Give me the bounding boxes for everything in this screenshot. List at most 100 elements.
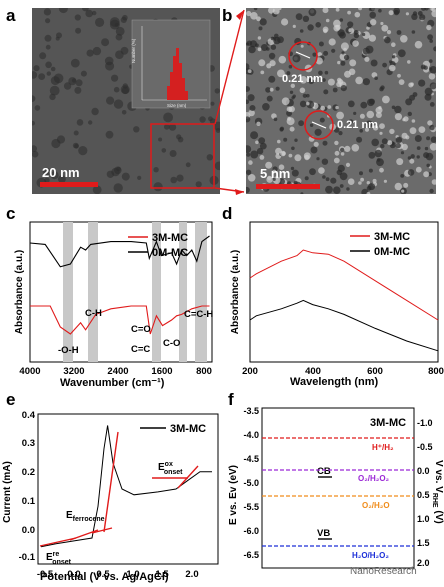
f-left-label: E vs. Ev (eV) xyxy=(228,465,239,525)
legend-d-0m: 0M-MC xyxy=(374,246,410,258)
lattice-speckle xyxy=(279,127,284,132)
lattice-speckle xyxy=(277,139,281,144)
lattice-speckle xyxy=(381,138,388,145)
nanoparticle xyxy=(163,112,174,123)
lattice-speckle xyxy=(391,105,396,110)
lattice-speckle xyxy=(429,59,433,63)
lattice-speckle xyxy=(287,116,291,121)
lattice-speckle xyxy=(393,8,401,15)
tem-low-mag-texture: Number (%) Size (nm) 20 nm xyxy=(32,8,220,194)
nanoparticle xyxy=(109,17,120,27)
lattice-speckle xyxy=(429,102,435,107)
lattice-speckle xyxy=(256,16,261,22)
nanoparticle xyxy=(115,26,125,36)
annot-co-double: C=O xyxy=(131,324,151,335)
nanoparticle xyxy=(82,8,89,12)
nanoparticle xyxy=(115,50,124,59)
lattice-speckle xyxy=(347,100,355,108)
lattice-speckle xyxy=(335,8,340,12)
lattice-speckle xyxy=(250,150,259,159)
lattice-speckle xyxy=(369,98,375,105)
lattice-speckle xyxy=(429,67,433,71)
lattice-speckle xyxy=(314,128,322,136)
d-xtick-800: 800 xyxy=(428,366,444,377)
lattice-speckle xyxy=(312,77,316,81)
lattice-speckle xyxy=(309,168,316,176)
lattice-speckle xyxy=(369,8,376,12)
nanoparticle xyxy=(58,8,68,14)
lattice-speckle xyxy=(389,64,396,72)
lattice-speckle xyxy=(246,145,252,153)
scale-label-b: 5 nm xyxy=(260,166,290,181)
e-ytick-01: 0.1 xyxy=(22,496,36,507)
lattice-speckle xyxy=(339,184,344,188)
nanoparticle xyxy=(214,161,220,171)
watermark: NanoResearch xyxy=(350,566,417,577)
level-h2oh2o2-label: H₂O/H₂O₂ xyxy=(352,551,389,560)
lattice-speckle xyxy=(258,137,266,145)
lattice-speckle xyxy=(405,135,410,140)
scale-label-a: 20 nm xyxy=(42,165,80,180)
c-xtick-3200: 3200 xyxy=(63,366,84,377)
lattice-speckle xyxy=(347,10,351,15)
lattice-speckle xyxy=(302,15,310,22)
lattice-speckle xyxy=(312,52,317,57)
c-xtick-1600: 1600 xyxy=(151,366,172,377)
lattice-speckle xyxy=(366,181,370,185)
zoom-box xyxy=(150,123,215,189)
onset-tangents xyxy=(39,431,199,547)
nanoparticle xyxy=(208,116,213,122)
nanoparticle xyxy=(92,10,97,16)
zoom-connectors xyxy=(214,9,245,195)
d-xtick-200: 200 xyxy=(242,366,258,377)
lattice-speckle xyxy=(262,103,270,111)
lattice-speckle xyxy=(365,120,373,128)
lattice-speckle xyxy=(427,120,433,126)
lattice-speckle xyxy=(395,142,401,149)
lattice-speckle xyxy=(334,140,339,146)
nanoparticle xyxy=(38,73,46,80)
lattice-speckle xyxy=(280,150,286,157)
lattice-speckle xyxy=(310,146,318,154)
lattice-speckle xyxy=(321,158,329,165)
lattice-speckle xyxy=(397,73,401,78)
nanoparticle xyxy=(158,137,163,142)
nanoparticle xyxy=(45,44,51,50)
nanoparticle xyxy=(58,175,66,184)
lattice-speckle xyxy=(336,111,344,120)
lattice-speckle xyxy=(374,149,382,158)
lattice-speckle xyxy=(386,30,392,35)
f-rt-1: -0.5 xyxy=(417,442,433,452)
lattice-speckle xyxy=(407,156,412,160)
lattice-speckle xyxy=(328,38,336,46)
lattice-speckle xyxy=(333,24,340,32)
lattice-speckle xyxy=(429,188,434,194)
lattice-speckle xyxy=(370,19,377,26)
lattice-speckle xyxy=(333,19,341,28)
lattice-speckle xyxy=(372,125,379,131)
lattice-speckle xyxy=(419,14,426,21)
lattice-speckle xyxy=(349,59,357,67)
f-lt-5: -6.0 xyxy=(243,526,259,536)
lattice-speckle xyxy=(337,60,341,65)
lattice-speckle xyxy=(416,155,420,159)
lattice-speckle xyxy=(323,50,329,56)
lattice-speckle xyxy=(334,150,340,156)
lattice-speckle xyxy=(335,105,339,110)
e-xtick-0: 0.0 xyxy=(67,569,80,580)
nanoparticle xyxy=(92,46,102,56)
lattice-speckle xyxy=(316,157,320,161)
level-h-label: H⁺/H₂ xyxy=(372,443,394,452)
lattice-speckle xyxy=(265,87,271,93)
nanoparticle xyxy=(95,17,105,27)
nanoparticle xyxy=(115,33,123,41)
nanoparticle xyxy=(74,14,81,21)
lattice-speckle xyxy=(307,24,314,31)
lattice-speckle xyxy=(281,18,289,26)
lattice-speckle xyxy=(361,188,369,194)
lattice-speckle xyxy=(288,64,293,69)
lattice-speckle xyxy=(257,47,262,52)
lattice-speckle xyxy=(340,152,345,156)
lattice-speckle xyxy=(250,131,259,140)
f-rt-5: 1.5 xyxy=(417,538,430,548)
